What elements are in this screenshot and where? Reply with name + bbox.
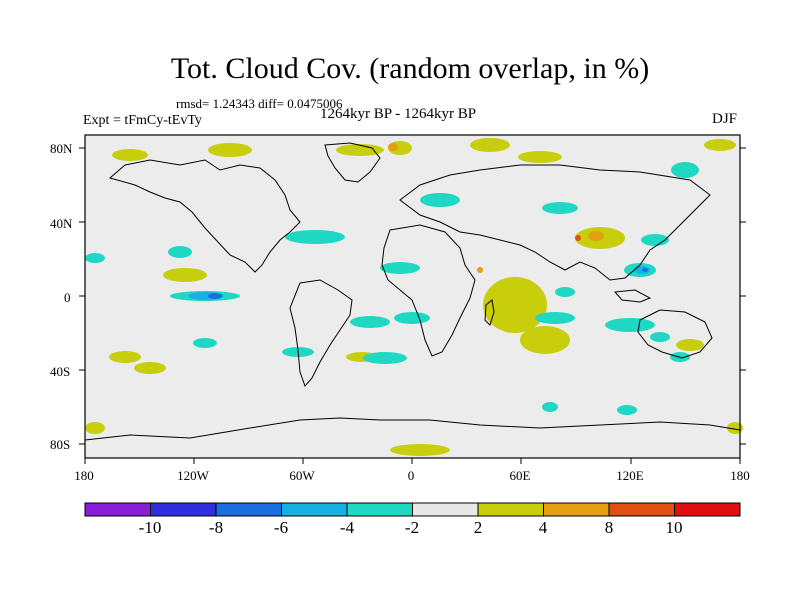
colorbar-segment [346,502,413,517]
patch-teal [363,352,407,364]
colorbar-segment [543,502,610,517]
colorbar-label: -2 [404,518,420,537]
lon-label-120w: 120W [177,468,209,483]
colorbar-label: -8 [208,518,224,537]
coastline-north-america [108,159,301,273]
colorbar [84,502,741,517]
positive-anomaly-patches [85,138,743,456]
lat-label-40s: 40S [50,364,71,379]
patch-yellow [336,144,384,156]
lon-label-60e: 60E [509,468,531,483]
patch-teal [650,332,670,342]
colorbar-label: -6 [273,518,289,537]
period-label: 1264kyr BP - 1264kyr BP [320,106,477,122]
patch-teal [535,312,575,324]
patch-teal [168,246,192,258]
patch-yellow [390,444,450,456]
patch-blue [642,268,648,272]
coastline-eurasia [399,164,711,281]
patch-teal [542,202,578,214]
lon-label-120e: 120E [616,468,644,483]
patch-yellow [676,339,704,351]
coastline-antarctica [84,417,741,441]
colorbar-segment [674,502,741,517]
patch-yellow [470,138,510,152]
coastline-south-america [289,279,353,387]
patch-yellow [518,151,562,163]
colorbar-segment [477,502,544,517]
patch-yellow [520,326,570,354]
patch-teal [542,402,558,412]
coastline-africa [381,224,476,357]
patch-teal [380,262,420,274]
patch-teal [193,338,217,348]
patch-teal [285,230,345,244]
axis-ticks [79,147,746,464]
positive-anomaly-strong-patches [388,143,604,273]
patch-yellow [85,422,105,434]
stats-label: rmsd= 1.24343 diff= 0.0475006 [176,96,343,111]
patch-yellow [112,149,148,161]
colorbar-segment [84,502,151,517]
patch-orange [388,143,398,151]
patch-teal [85,253,105,263]
patch-teal [394,312,430,324]
patch-yellow [208,143,252,157]
lat-label-80s: 80S [50,437,71,452]
patch-teal [605,318,655,332]
patch-yellow [727,422,743,434]
patch-orange [477,267,483,273]
experiment-label: Expt = tFmCy-tEvTy [83,113,202,128]
patch-teal [420,193,460,207]
colorbar-segment [608,502,675,517]
patch-blue [208,293,222,299]
lat-label-80n: 80N [50,141,73,156]
patch-yellow [163,268,207,282]
patch-yellow [134,362,166,374]
coastlines [84,142,741,441]
coastline-indonesia [613,289,652,303]
lon-label-180e: 180 [730,468,750,483]
patch-teal [617,405,637,415]
map-title: Tot. Cloud Cov. (random overlap, in %) [170,52,650,85]
lon-label-60w: 60W [289,468,315,483]
patch-orange [588,231,604,241]
colorbar-label: 4 [538,518,548,537]
negative-anomaly-strong-patches [188,266,650,300]
colorbar-label: 10 [665,518,683,537]
coastline-madagascar [484,299,495,326]
patch-yellow [109,351,141,363]
patch-yellow [704,139,736,151]
patch-orange [575,235,581,241]
patch-teal [641,234,669,246]
patch-teal [350,316,390,328]
season-label: DJF [712,111,738,127]
colorbar-label: 2 [473,518,483,537]
lon-label-0: 0 [407,468,415,483]
colorbar-segment [215,502,282,517]
patch-yellow [483,277,547,333]
lat-label-40n: 40N [50,216,73,231]
lat-label-eq: 0 [64,290,71,305]
lon-label-180w: 180 [74,468,94,483]
colorbar-label: -10 [138,518,162,537]
colorbar-label: 8 [604,518,614,537]
colorbar-label: -4 [339,518,355,537]
coastline-australia [637,309,713,359]
colorbar-segment [150,502,217,517]
colorbar-segment [412,502,479,517]
coastline-greenland [324,142,381,183]
patch-teal [555,287,575,297]
patch-teal [671,162,699,178]
colorbar-segment [281,502,348,517]
